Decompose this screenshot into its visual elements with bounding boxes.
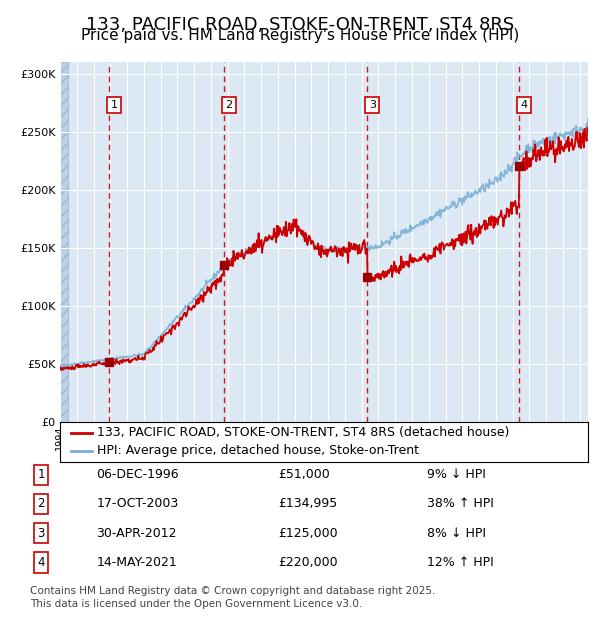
Text: £125,000: £125,000 [278, 527, 338, 539]
Text: 30-APR-2012: 30-APR-2012 [96, 527, 177, 539]
Text: 8% ↓ HPI: 8% ↓ HPI [427, 527, 487, 539]
Text: 4: 4 [520, 100, 527, 110]
Text: Price paid vs. HM Land Registry's House Price Index (HPI): Price paid vs. HM Land Registry's House … [81, 28, 519, 43]
Text: 133, PACIFIC ROAD, STOKE-ON-TRENT, ST4 8RS (detached house): 133, PACIFIC ROAD, STOKE-ON-TRENT, ST4 8… [97, 427, 509, 440]
Text: 1: 1 [37, 468, 45, 481]
Text: 12% ↑ HPI: 12% ↑ HPI [427, 556, 494, 569]
Bar [60, 62, 68, 422]
Bar [60, 62, 68, 422]
Text: 133, PACIFIC ROAD, STOKE-ON-TRENT, ST4 8RS: 133, PACIFIC ROAD, STOKE-ON-TRENT, ST4 8… [86, 16, 514, 33]
Text: 06-DEC-1996: 06-DEC-1996 [96, 468, 179, 481]
Text: 17-OCT-2003: 17-OCT-2003 [96, 497, 178, 510]
Text: 14-MAY-2021: 14-MAY-2021 [96, 556, 177, 569]
Text: £51,000: £51,000 [278, 468, 330, 481]
Text: 2: 2 [226, 100, 233, 110]
Text: 38% ↑ HPI: 38% ↑ HPI [427, 497, 494, 510]
Text: 3: 3 [369, 100, 376, 110]
Text: 4: 4 [37, 556, 45, 569]
Text: HPI: Average price, detached house, Stoke-on-Trent: HPI: Average price, detached house, Stok… [97, 444, 419, 457]
Text: £220,000: £220,000 [278, 556, 338, 569]
Text: 1: 1 [110, 100, 118, 110]
Text: £134,995: £134,995 [278, 497, 338, 510]
Text: 9% ↓ HPI: 9% ↓ HPI [427, 468, 487, 481]
Text: 2: 2 [37, 497, 45, 510]
Text: 3: 3 [37, 527, 45, 539]
Text: Contains HM Land Registry data © Crown copyright and database right 2025.
This d: Contains HM Land Registry data © Crown c… [30, 586, 436, 609]
